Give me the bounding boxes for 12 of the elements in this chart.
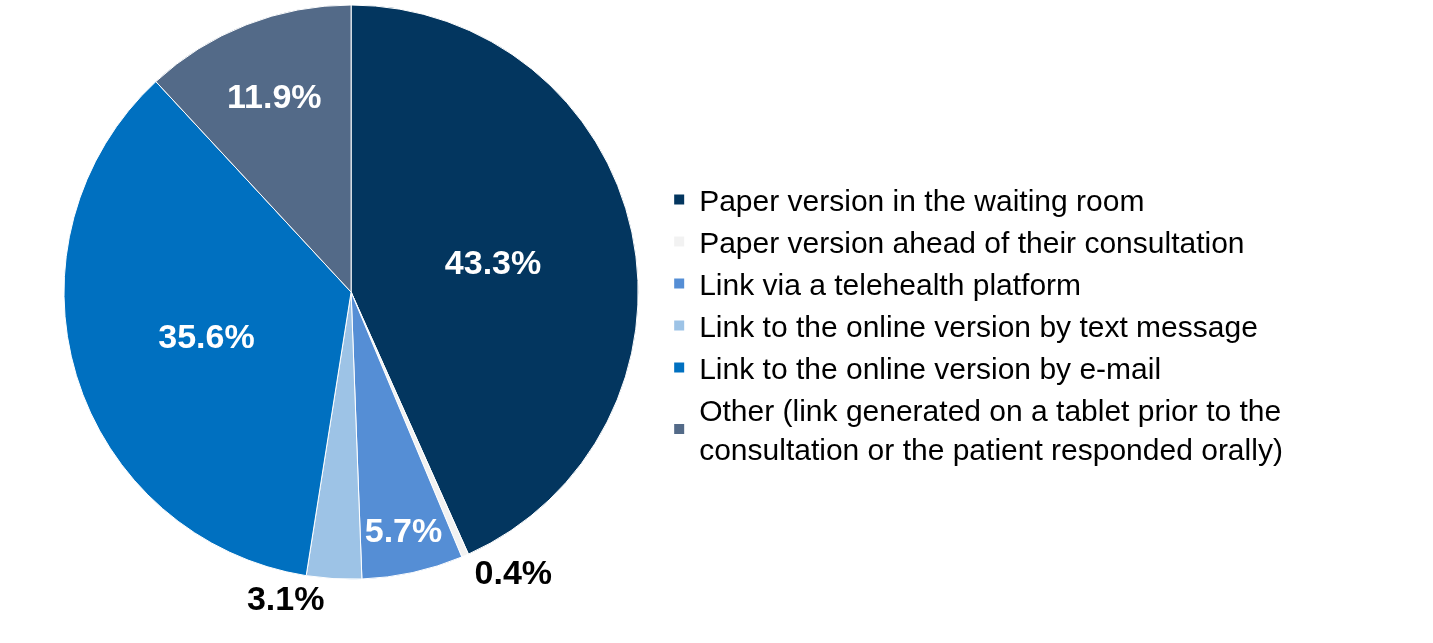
legend-label: Link via a telehealth platform <box>699 268 1082 302</box>
legend-label: Paper version in the waiting room <box>699 184 1145 218</box>
legend-label: Link to the online version by text message <box>699 310 1258 344</box>
data-label: 11.9% <box>227 77 322 116</box>
data-label: 5.7% <box>364 511 443 550</box>
data-label: 43.3% <box>444 242 542 281</box>
data-label: 35.6% <box>158 317 255 356</box>
legend-label: Link to the online version by e-mail <box>699 352 1162 386</box>
legend-label: Paper version ahead of their consultation <box>699 226 1245 260</box>
data-label: 0.4% <box>474 552 553 591</box>
data-label: 3.1% <box>246 578 325 617</box>
legend-label: Other (link generated on a tablet prior to the consultation or the patient responded orally) <box>699 394 1283 467</box>
